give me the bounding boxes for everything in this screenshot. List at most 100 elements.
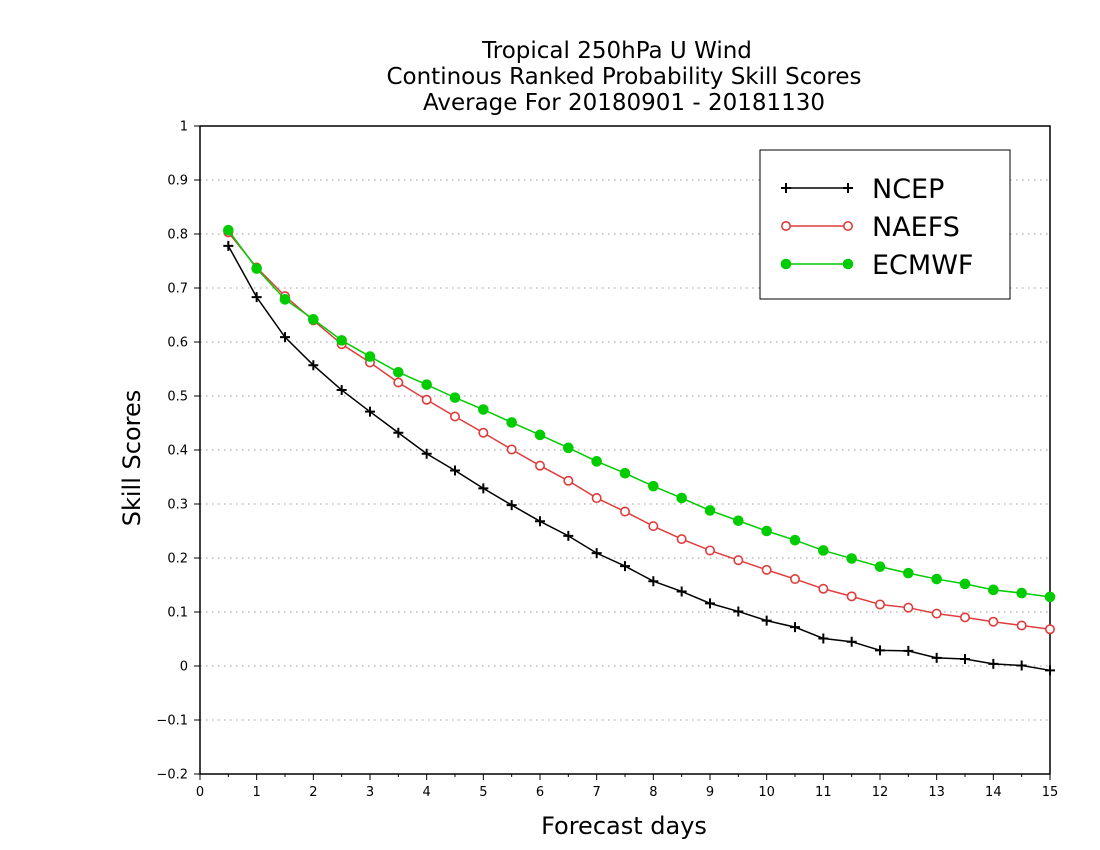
data-point-ncep — [676, 586, 687, 597]
data-point-naefs — [648, 521, 659, 532]
data-point-ecmwf — [591, 456, 602, 467]
series-ecmwf — [223, 224, 1056, 603]
legend-item-ecmwf: ECMWF — [780, 250, 973, 281]
data-point-ncep — [478, 483, 489, 494]
data-point-ncep — [733, 606, 744, 617]
data-point-ncep — [421, 448, 432, 459]
data-point-ncep — [818, 633, 829, 644]
legend-marker-ncep — [781, 183, 791, 193]
legend-marker-ecmwf — [780, 258, 792, 270]
data-point-ecmwf — [988, 584, 999, 596]
x-tick-label: 13 — [928, 785, 945, 800]
legend-marker-naefs — [842, 221, 853, 232]
data-point-ncep — [365, 406, 375, 417]
chart-title: Tropical 250hPa U Wind Continous Ranked … — [386, 38, 861, 116]
data-point-naefs — [591, 493, 602, 504]
y-axis-title: Skill Scores — [118, 390, 146, 527]
x-tick-label: 9 — [706, 785, 714, 800]
x-axis-title: Forecast days — [541, 812, 707, 840]
data-point-ncep — [223, 240, 234, 251]
data-point-ncep — [761, 615, 772, 626]
chart-title-line-2: Continous Ranked Probability Skill Score… — [386, 64, 861, 90]
chart-title-line-3: Average For 20180901 - 20181130 — [423, 90, 825, 116]
x-tick-label: 11 — [815, 785, 832, 800]
y-tick-label: 0.7 — [167, 282, 188, 297]
data-point-ncep — [875, 645, 885, 656]
data-point-ncep — [846, 636, 857, 647]
data-point-naefs — [874, 599, 885, 610]
y-tick-label: 0.6 — [167, 336, 188, 351]
data-point-ecmwf — [393, 366, 404, 378]
data-point-ncep — [251, 292, 262, 303]
data-point-ecmwf — [874, 561, 886, 572]
x-tick-label: 5 — [479, 785, 487, 800]
legend-item-naefs: NAEFS — [780, 212, 960, 243]
data-point-ecmwf — [959, 578, 971, 590]
data-point-ncep — [450, 465, 460, 476]
data-point-naefs — [393, 377, 404, 388]
data-point-naefs — [988, 616, 999, 627]
data-point-ecmwf — [563, 442, 574, 454]
y-axis-ticks: −0.2 −0.1 0 0.1 0.2 0.3 0.4 0.5 0.6 0.7 0.8 0.9 1 — [156, 120, 200, 783]
y-tick-label: 0.4 — [167, 444, 188, 459]
data-point-ecmwf — [251, 263, 262, 274]
data-point-ecmwf — [279, 294, 291, 305]
x-tick-label: 3 — [366, 785, 374, 800]
data-point-naefs — [1045, 624, 1056, 635]
y-tick-label: −0.1 — [156, 714, 188, 729]
x-axis-ticks: 0 1 2 3 4 5 6 7 8 9 10 11 12 13 14 15 — [196, 774, 1058, 800]
x-tick-label: 8 — [649, 785, 657, 800]
data-point-ecmwf — [903, 567, 914, 579]
data-point-ecmwf — [1016, 587, 1027, 599]
x-tick-label: 12 — [872, 785, 889, 800]
data-point-ncep — [280, 332, 290, 343]
data-point-ncep — [1016, 660, 1027, 671]
data-point-naefs — [421, 394, 432, 405]
data-point-ncep — [960, 653, 970, 664]
data-point-ncep — [705, 598, 715, 609]
y-tick-label: 0 — [180, 660, 188, 675]
data-point-ecmwf — [534, 429, 546, 441]
data-point-ncep — [903, 645, 914, 656]
data-point-naefs — [534, 460, 545, 471]
y-tick-label: 1 — [180, 120, 188, 135]
data-point-ecmwf — [449, 392, 461, 403]
data-point-ecmwf — [619, 467, 631, 479]
data-point-ncep — [1045, 665, 1055, 676]
legend-item-ncep: NCEP — [781, 174, 944, 205]
data-point-naefs — [704, 545, 715, 556]
data-point-ncep — [988, 658, 999, 669]
data-point-ecmwf — [676, 492, 687, 504]
data-point-ncep — [535, 516, 545, 527]
data-point-ncep — [648, 576, 659, 587]
data-point-naefs — [903, 602, 914, 613]
y-tick-label: 0.8 — [167, 228, 188, 243]
y-tick-label: 0.3 — [167, 498, 188, 513]
data-point-ecmwf — [931, 573, 942, 585]
legend-marker-ncep — [843, 183, 853, 193]
data-point-ecmwf — [846, 553, 857, 564]
data-point-ecmwf — [789, 534, 801, 546]
data-point-ecmwf — [818, 545, 829, 556]
data-point-ecmwf — [421, 379, 432, 390]
x-tick-label: 14 — [985, 785, 1002, 800]
chart-title-line-1: Tropical 250hPa U Wind — [481, 38, 752, 64]
y-tick-label: 0.2 — [167, 552, 188, 567]
data-point-ncep — [506, 500, 517, 511]
data-point-naefs — [818, 583, 829, 594]
legend-label-naefs: NAEFS — [872, 212, 960, 243]
y-tick-label: 0.5 — [167, 390, 188, 405]
y-tick-label: 0.9 — [167, 174, 188, 189]
legend-label-ncep: NCEP — [872, 174, 944, 205]
x-tick-label: 1 — [253, 785, 261, 800]
data-point-naefs — [761, 564, 772, 575]
data-point-ecmwf — [478, 404, 489, 415]
data-point-ncep — [336, 385, 347, 396]
data-point-ncep — [393, 427, 404, 438]
data-point-ecmwf — [704, 505, 716, 516]
series-ncep — [223, 240, 1055, 676]
x-tick-label: 10 — [758, 785, 775, 800]
data-point-naefs — [846, 591, 857, 602]
data-point-naefs — [506, 444, 517, 455]
data-point-naefs — [789, 574, 800, 585]
